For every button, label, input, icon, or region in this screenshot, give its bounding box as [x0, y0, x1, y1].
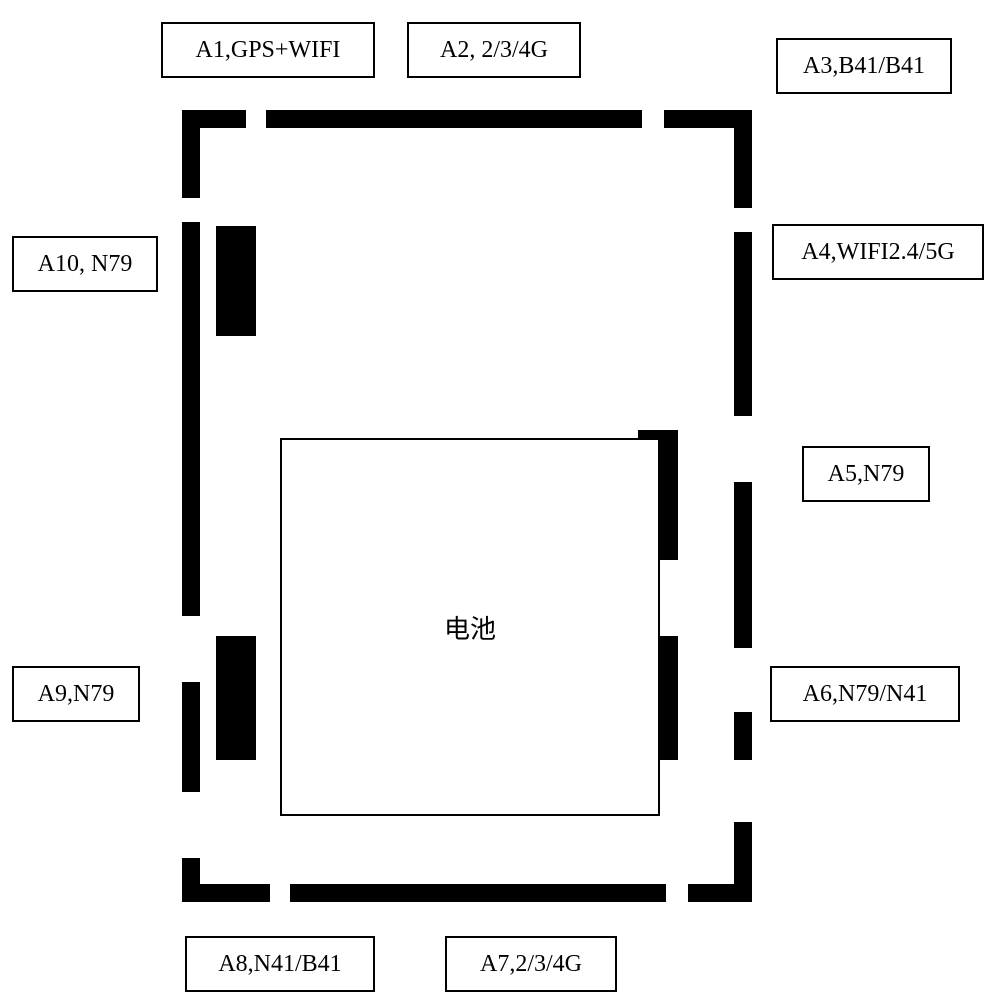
label-a2: A2, 2/3/4G: [407, 22, 581, 78]
label-text: A10, N79: [38, 251, 133, 278]
antenna-block: [216, 226, 256, 336]
label-text: A7,2/3/4G: [480, 951, 582, 978]
label-a10: A10, N79: [12, 236, 158, 292]
label-a3: A3,B41/B41: [776, 38, 952, 94]
label-text: A3,B41/B41: [803, 53, 925, 80]
battery-label: 电池: [444, 609, 496, 646]
battery-box: 电池: [280, 438, 660, 816]
frame-segment: [266, 110, 642, 128]
label-a4: A4,WIFI2.4/5G: [772, 224, 984, 280]
frame-segment: [182, 884, 270, 902]
frame-segment: [182, 110, 246, 128]
frame-segment: [734, 712, 752, 760]
label-text: A4,WIFI2.4/5G: [801, 239, 954, 266]
label-a6: A6,N79/N41: [770, 666, 960, 722]
label-text: A2, 2/3/4G: [440, 37, 548, 64]
frame-segment: [734, 232, 752, 416]
frame-segment: [734, 482, 752, 648]
label-text: A8,N41/B41: [218, 951, 341, 978]
label-a8: A8,N41/B41: [185, 936, 375, 992]
frame-segment: [734, 110, 752, 208]
label-a7: A7,2/3/4G: [445, 936, 617, 992]
label-text: A6,N79/N41: [803, 681, 928, 708]
frame-segment: [182, 222, 200, 616]
label-text: A5,N79: [828, 461, 905, 488]
label-a5: A5,N79: [802, 446, 930, 502]
diagram-canvas: 电池 A1,GPS+WIFI A2, 2/3/4G A3,B41/B41 A4,…: [0, 0, 984, 1000]
label-text: A1,GPS+WIFI: [196, 37, 341, 64]
antenna-block: [216, 636, 256, 760]
label-a9: A9,N79: [12, 666, 140, 722]
frame-segment: [290, 884, 666, 902]
frame-segment: [182, 682, 200, 792]
label-a1: A1,GPS+WIFI: [161, 22, 375, 78]
frame-segment: [734, 822, 752, 902]
label-text: A9,N79: [38, 681, 115, 708]
